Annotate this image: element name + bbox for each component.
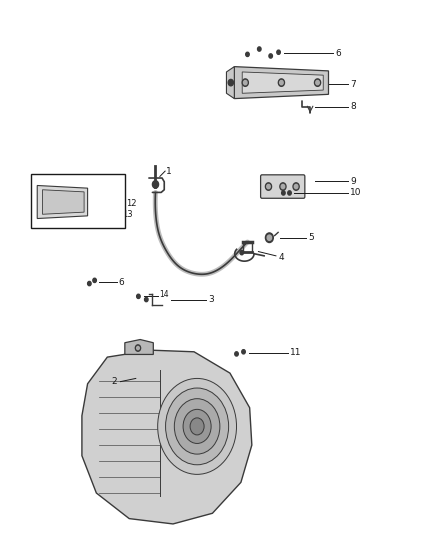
Circle shape xyxy=(60,199,65,205)
Circle shape xyxy=(277,50,280,54)
Circle shape xyxy=(33,208,38,213)
Circle shape xyxy=(77,199,82,205)
Circle shape xyxy=(265,183,272,190)
Circle shape xyxy=(265,233,273,243)
Text: 6: 6 xyxy=(335,49,341,58)
Circle shape xyxy=(246,52,249,56)
Circle shape xyxy=(235,352,238,356)
Text: 14: 14 xyxy=(159,290,169,299)
Circle shape xyxy=(158,378,237,474)
Text: 5: 5 xyxy=(308,233,314,242)
Text: 12: 12 xyxy=(126,199,137,208)
Circle shape xyxy=(316,80,319,85)
Circle shape xyxy=(258,47,261,51)
Circle shape xyxy=(145,297,148,302)
Circle shape xyxy=(137,294,140,298)
Text: 13: 13 xyxy=(122,210,132,219)
Polygon shape xyxy=(242,72,323,93)
Circle shape xyxy=(244,80,247,85)
Text: 11: 11 xyxy=(290,349,302,357)
Circle shape xyxy=(267,235,272,240)
Circle shape xyxy=(288,191,291,195)
Text: 1: 1 xyxy=(166,167,171,175)
Circle shape xyxy=(242,79,248,86)
Circle shape xyxy=(78,200,81,204)
Circle shape xyxy=(242,350,245,354)
Circle shape xyxy=(314,79,321,86)
Text: 9: 9 xyxy=(350,177,356,185)
Circle shape xyxy=(293,183,299,190)
Circle shape xyxy=(152,181,159,188)
Circle shape xyxy=(47,200,49,204)
Circle shape xyxy=(137,346,139,350)
Circle shape xyxy=(61,200,64,204)
Polygon shape xyxy=(125,340,153,354)
Circle shape xyxy=(294,184,298,189)
Polygon shape xyxy=(234,67,328,99)
Circle shape xyxy=(166,388,229,465)
Text: 3: 3 xyxy=(208,295,214,304)
Text: 2: 2 xyxy=(112,377,117,386)
Polygon shape xyxy=(226,67,234,99)
Polygon shape xyxy=(37,185,88,219)
Text: 6: 6 xyxy=(119,278,124,287)
Circle shape xyxy=(279,79,285,86)
Circle shape xyxy=(183,409,211,443)
Circle shape xyxy=(174,399,220,454)
Circle shape xyxy=(280,183,286,190)
Circle shape xyxy=(282,191,285,195)
Text: 7: 7 xyxy=(350,80,356,88)
FancyBboxPatch shape xyxy=(261,175,305,198)
Circle shape xyxy=(240,251,244,255)
Bar xyxy=(31,174,125,228)
Circle shape xyxy=(281,184,285,189)
Polygon shape xyxy=(82,350,252,524)
Circle shape xyxy=(46,199,51,205)
Circle shape xyxy=(135,345,141,351)
Text: 8: 8 xyxy=(350,102,356,111)
Circle shape xyxy=(279,80,283,85)
Text: 10: 10 xyxy=(350,189,362,197)
Circle shape xyxy=(88,281,91,286)
Circle shape xyxy=(269,54,272,58)
Circle shape xyxy=(267,184,270,189)
Circle shape xyxy=(190,418,204,435)
Circle shape xyxy=(93,278,96,282)
Circle shape xyxy=(228,79,233,86)
Text: 4: 4 xyxy=(278,254,284,262)
Circle shape xyxy=(33,196,38,201)
Polygon shape xyxy=(42,190,84,214)
